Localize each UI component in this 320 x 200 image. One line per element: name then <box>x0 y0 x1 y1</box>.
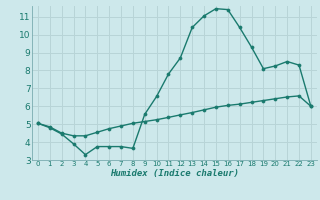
X-axis label: Humidex (Indice chaleur): Humidex (Indice chaleur) <box>110 169 239 178</box>
